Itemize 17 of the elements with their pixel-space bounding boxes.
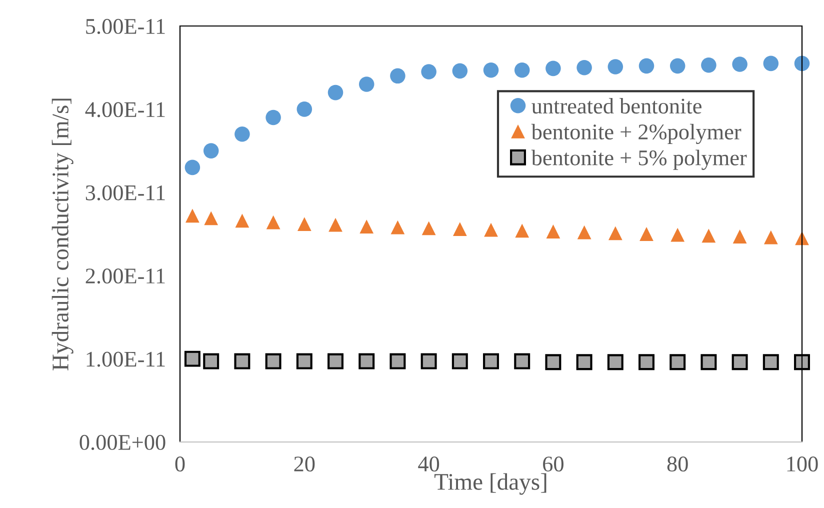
x-tick-label: 20 — [294, 456, 315, 472]
x-tick-label: 60 — [543, 456, 564, 472]
x-tick-label: 40 — [418, 456, 440, 472]
y-tick-label: 5.00E-11 — [86, 18, 165, 34]
x-tick-label: 0 — [175, 456, 185, 472]
y-tick-label: 0.00E+00 — [80, 434, 166, 450]
y-tick-label: 4.00E-11 — [85, 102, 165, 118]
y-tick-label: 3.00E-11 — [86, 185, 165, 200]
legend-label: bentonite + 2%polymer — [531, 124, 742, 144]
x-tick-label: 80 — [667, 456, 688, 472]
y-axis-title: Hydraulic conductivity [m/s] — [52, 98, 74, 370]
x-tick-label: 100 — [787, 456, 818, 472]
legend-label: bentonite + 5% polymer — [531, 150, 747, 170]
legend-label: untreated bentonite — [532, 98, 702, 114]
y-tick-label: 2.00E-11 — [86, 268, 165, 284]
y-tick-label: 1.00E-11 — [86, 352, 165, 367]
x-axis-title: Time [days] — [434, 473, 546, 495]
